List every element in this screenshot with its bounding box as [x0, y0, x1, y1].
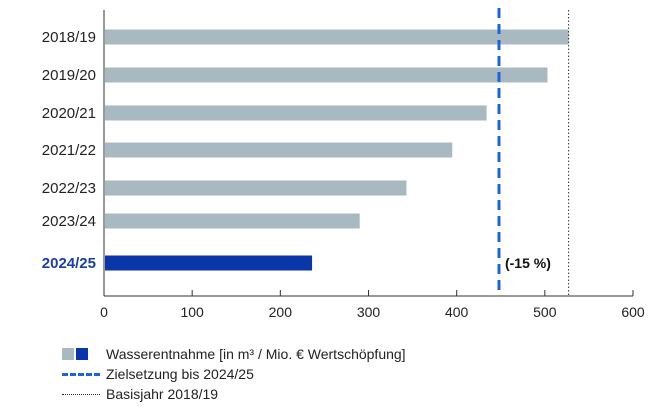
- x-tick-label: 600: [621, 304, 645, 320]
- bar: [105, 180, 407, 196]
- legend-label: Basisjahr 2018/19: [106, 386, 219, 402]
- bar-highlight: [105, 255, 313, 271]
- x-tick-label: 100: [180, 304, 204, 320]
- bar-chart: 2018/19 2019/20 2020/21 2021/22 2022/23 2023/…: [42, 8, 645, 320]
- category-label: 2020/21: [42, 105, 96, 122]
- x-tick-label: 0: [100, 304, 108, 320]
- category-label: 2023/24: [42, 213, 96, 230]
- x-tick-label: 400: [445, 304, 469, 320]
- legend-item-water-withdrawal: Wasserentnahme [in m³ / Mio. € Wertschöp…: [62, 344, 406, 364]
- x-tick-label: 200: [269, 304, 293, 320]
- category-label: 2022/23: [42, 180, 96, 197]
- legend: Wasserentnahme [in m³ / Mio. € Wertschöp…: [62, 344, 406, 404]
- bar: [105, 142, 453, 158]
- bar: [105, 105, 487, 121]
- bar: [105, 29, 569, 45]
- blue-square-icon: [76, 348, 88, 360]
- legend-item-target: Zielsetzung bis 2024/25: [62, 364, 406, 384]
- dashed-line-icon: [62, 372, 100, 376]
- grey-square-icon: [62, 348, 74, 360]
- reduction-annotation: (-15 %): [505, 255, 551, 271]
- bar: [105, 213, 360, 229]
- bar: [105, 67, 548, 83]
- bar-swatch-icon: [62, 348, 100, 360]
- legend-label: Wasserentnahme [in m³ / Mio. € Wertschöp…: [106, 346, 406, 362]
- category-label: 2018/19: [42, 29, 96, 46]
- legend-label: Zielsetzung bis 2024/25: [106, 366, 254, 382]
- category-label: 2021/22: [42, 142, 96, 159]
- legend-item-baseline: Basisjahr 2018/19: [62, 384, 406, 404]
- x-tick-label: 300: [357, 304, 381, 320]
- category-label: 2019/20: [42, 67, 96, 84]
- dotted-line-icon: [62, 393, 100, 395]
- x-tick-label: 500: [533, 304, 557, 320]
- category-label: 2024/25: [42, 255, 96, 272]
